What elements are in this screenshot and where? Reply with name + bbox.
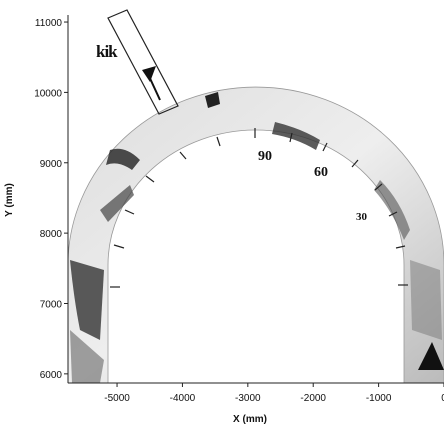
annotation: 90	[258, 149, 272, 164]
y-tick-label: 8000	[40, 229, 63, 240]
x-tick-label: -4000	[170, 393, 196, 404]
antenna-box	[107, 9, 179, 115]
lining-scan	[67, 86, 444, 384]
y-axis-label: Y (mm)	[4, 183, 15, 217]
y-tick-label: 6000	[40, 370, 63, 381]
annotation: 60	[314, 165, 328, 180]
x-tick-label: -1000	[366, 393, 392, 404]
x-tick-label: -3000	[235, 393, 261, 404]
marker	[418, 342, 444, 370]
y-tick-label: 11000	[35, 18, 63, 29]
y-tick-label: 7000	[40, 299, 63, 310]
x-tick-label: -2000	[300, 393, 326, 404]
y-tick-label: 10000	[34, 88, 62, 99]
y-tick-label: 9000	[40, 159, 63, 170]
x-tick-label: -5000	[104, 393, 130, 404]
x-tick-label: 0	[441, 393, 444, 404]
annotation: 30	[356, 211, 368, 223]
angle-marks	[110, 128, 408, 288]
annotation: kik	[96, 42, 118, 61]
x-axis-label: X (mm)	[233, 414, 267, 425]
